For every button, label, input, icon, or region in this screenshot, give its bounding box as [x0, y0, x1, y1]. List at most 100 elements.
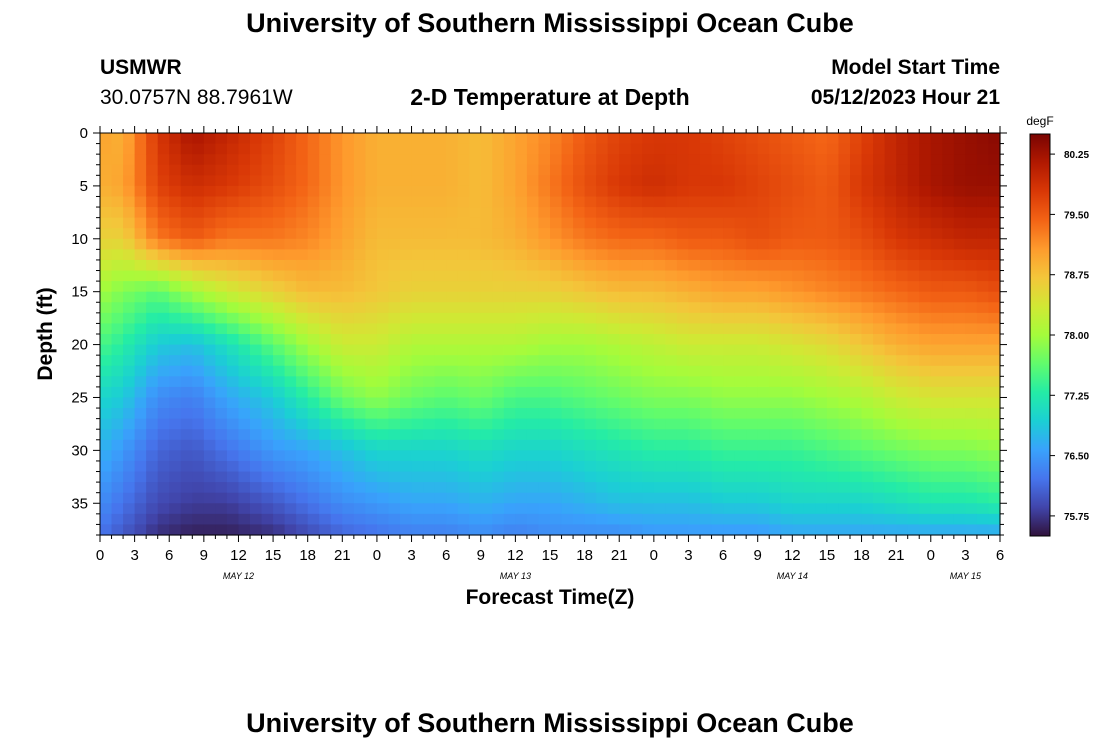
heatmap-cell [734, 471, 747, 483]
heatmap-cell [411, 196, 424, 208]
heatmap-cell [630, 513, 643, 526]
heatmap-cell [157, 334, 170, 346]
heatmap-cell [134, 270, 147, 282]
heatmap-cell [376, 460, 390, 473]
heatmap-cell [469, 418, 482, 430]
heatmap-cell [238, 386, 251, 399]
heatmap-cell [457, 355, 470, 367]
heatmap-cell [111, 386, 124, 399]
heatmap-cell [884, 376, 897, 388]
heatmap-cell [780, 503, 793, 515]
heatmap-cell [619, 217, 632, 229]
heatmap-cell [896, 196, 909, 208]
heatmap-cell [180, 482, 193, 494]
heatmap-cell [676, 365, 690, 377]
heatmap-cell [215, 302, 228, 314]
heatmap-cell [780, 143, 793, 155]
heatmap-cell [376, 238, 390, 250]
heatmap-cell [550, 334, 563, 346]
heatmap-cell [492, 492, 505, 504]
heatmap-cell [953, 312, 966, 325]
heatmap-cell [296, 408, 309, 420]
heatmap-cell [653, 228, 666, 240]
heatmap-cell [700, 344, 713, 356]
heatmap-cell [700, 460, 713, 473]
heatmap-cell [838, 355, 851, 367]
heatmap-cell [584, 281, 597, 293]
heatmap-cell [376, 492, 390, 504]
heatmap-cell [111, 133, 124, 145]
heatmap-cell [238, 408, 251, 420]
heatmap-cell [353, 196, 366, 208]
heatmap-cell [630, 175, 643, 187]
heatmap-cell [619, 460, 632, 473]
heatmap-cell [953, 429, 966, 441]
heatmap-cell [780, 154, 793, 166]
heatmap-cell [861, 471, 874, 483]
heatmap-cell [711, 376, 724, 388]
heatmap-cell [803, 228, 816, 240]
heatmap-cell [111, 492, 124, 504]
heatmap-cell [296, 492, 309, 504]
heatmap-cell [769, 302, 782, 314]
heatmap-cell [550, 185, 563, 198]
heatmap-cell [400, 397, 413, 409]
heatmap-cell [226, 344, 240, 356]
heatmap-cell [965, 185, 978, 198]
heatmap-cell [607, 196, 620, 208]
heatmap-cell [192, 270, 205, 282]
heatmap-cell [942, 418, 955, 430]
heatmap-cell [157, 513, 170, 526]
heatmap-cell [284, 281, 297, 293]
heatmap-cell [526, 408, 540, 420]
heatmap-cell [353, 418, 366, 430]
heatmap-cell [861, 291, 874, 303]
heatmap-cell [838, 439, 851, 451]
heatmap-cell [192, 133, 205, 145]
heatmap-cell [273, 334, 286, 346]
heatmap-cell [688, 513, 701, 526]
heatmap-cell [123, 492, 136, 504]
heatmap-cell [861, 397, 874, 409]
heatmap-cell [642, 154, 655, 166]
heatmap-cell [446, 503, 459, 515]
heatmap-cell [653, 196, 666, 208]
heatmap-cell [942, 207, 955, 219]
heatmap-cell [330, 228, 343, 240]
heatmap-cell [630, 154, 643, 166]
heatmap-cell [884, 207, 897, 219]
heatmap-cell [480, 143, 493, 155]
heatmap-cell [965, 281, 978, 293]
heatmap-cell [434, 281, 447, 293]
heatmap-cell [550, 164, 563, 176]
heatmap-cell [976, 185, 990, 198]
heatmap-cell [342, 143, 355, 155]
heatmap-cell [734, 291, 747, 303]
heatmap-cell [226, 376, 240, 388]
heatmap-cell [965, 312, 978, 325]
heatmap-cell [907, 185, 920, 198]
heatmap-cell [203, 143, 216, 155]
heatmap-cell [573, 249, 586, 261]
heatmap-cell [688, 259, 701, 272]
heatmap-cell [261, 323, 274, 335]
heatmap-cell [596, 513, 609, 526]
heatmap-cell [907, 429, 920, 441]
heatmap-cell [942, 133, 955, 145]
heatmap-cell [492, 355, 505, 367]
heatmap-cell [157, 249, 170, 261]
heatmap-cell [515, 249, 528, 261]
heatmap-cell [169, 492, 182, 504]
heatmap-cell [411, 238, 424, 250]
heatmap-cell [561, 344, 574, 356]
heatmap-cell [388, 154, 401, 166]
heatmap-cell [780, 259, 793, 272]
heatmap-cell [215, 143, 228, 155]
heatmap-cell [953, 513, 966, 526]
heatmap-cell [192, 164, 205, 176]
heatmap-cell [653, 175, 666, 187]
heatmap-cell [596, 334, 609, 346]
heatmap-cell [307, 133, 320, 145]
heatmap-cell [584, 408, 597, 420]
heatmap-cell [446, 323, 459, 335]
